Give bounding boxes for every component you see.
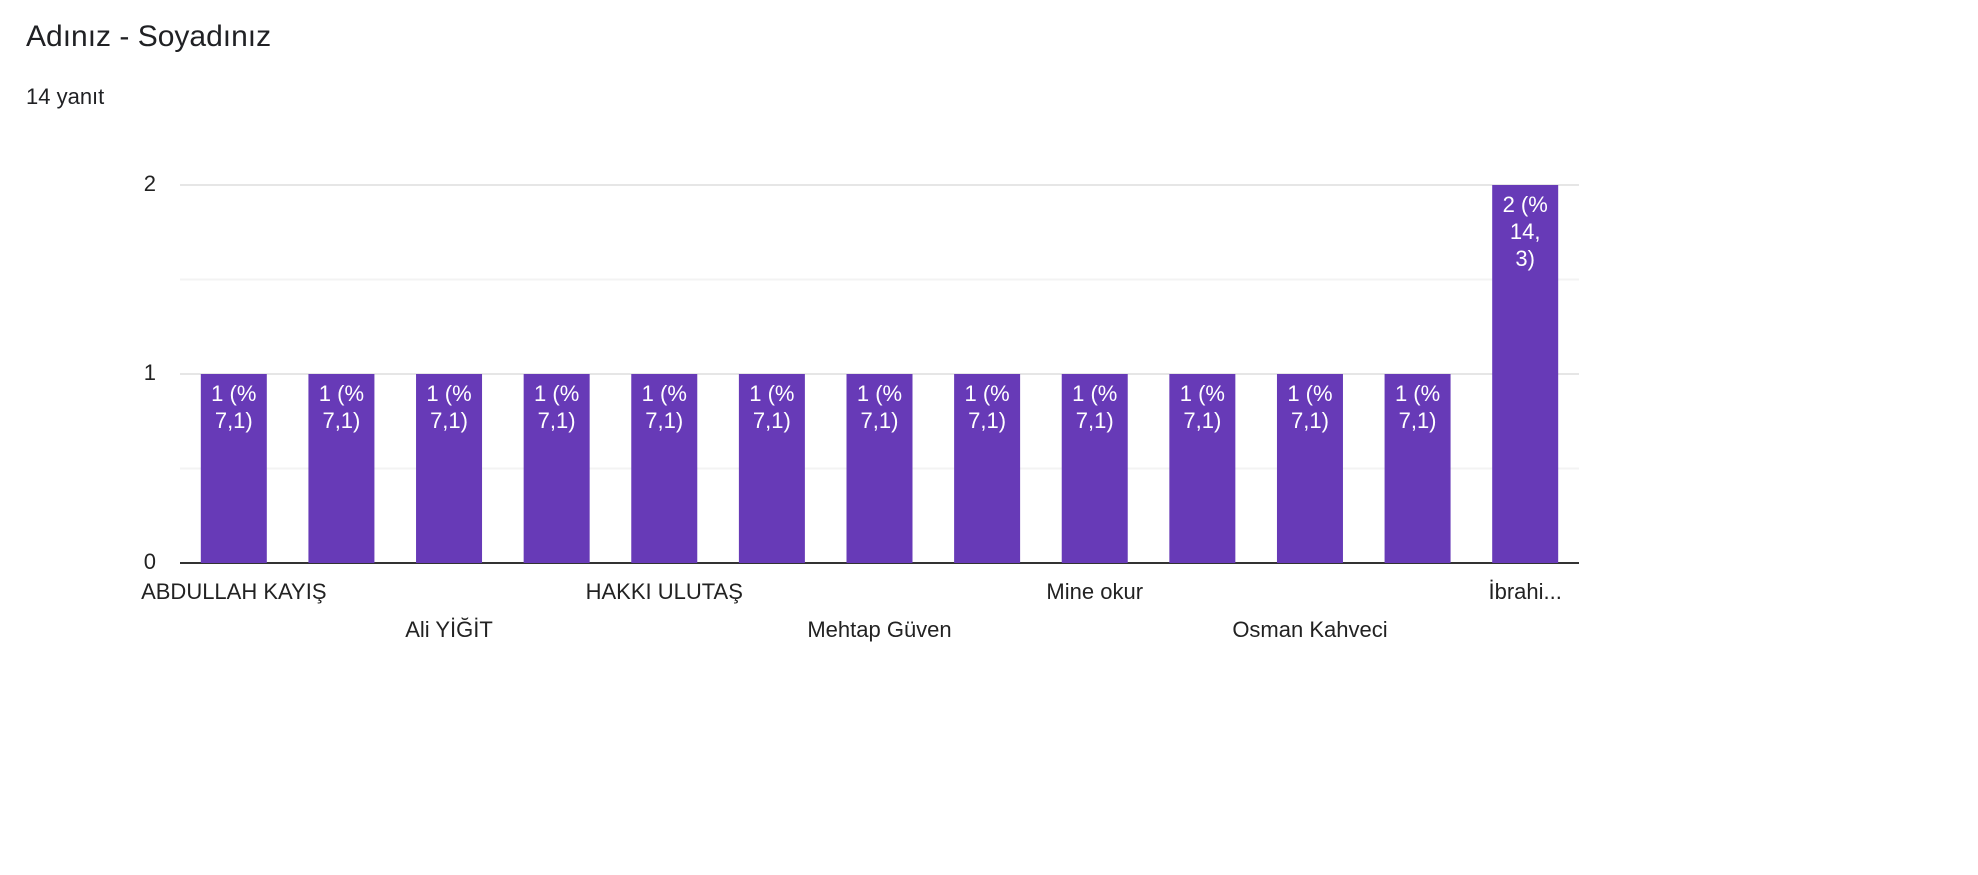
bar	[738, 374, 805, 563]
y-tick-label: 2	[144, 171, 156, 196]
bar	[954, 374, 1021, 563]
x-tick-label: HAKKI ULUTAŞ	[586, 579, 743, 604]
value-label: 1 (% 7,1)	[641, 381, 687, 433]
bar	[200, 374, 267, 563]
chart-title: Adınız - Soyadınız	[26, 20, 272, 53]
value-label: 1 (% 7,1)	[749, 381, 795, 433]
bar	[416, 374, 483, 563]
x-tick-label: Osman Kahveci	[1232, 617, 1387, 642]
value-label: 2 (% 14, 3)	[1502, 192, 1548, 271]
bar	[308, 374, 375, 563]
value-label: 1 (% 7,1)	[856, 381, 903, 433]
x-tick-label: Mehtap Güven	[807, 617, 951, 642]
value-label: 1 (% 7,1)	[1287, 381, 1333, 433]
x-tick-label: ABDULLAH KAYIŞ	[141, 579, 326, 604]
y-tick-label: 0	[144, 549, 156, 574]
bar	[1061, 374, 1128, 563]
value-label: 1 (% 7,1)	[211, 381, 257, 433]
value-label: 1 (% 7,1)	[318, 381, 365, 433]
bar	[1169, 374, 1236, 563]
bar	[523, 374, 590, 563]
value-label: 1 (% 7,1)	[1394, 381, 1441, 433]
value-label: 1 (% 7,1)	[1179, 381, 1225, 433]
x-tick-label: İbrahi...	[1489, 579, 1562, 604]
x-tick-label: Mine okur	[1046, 579, 1143, 604]
value-label: 1 (% 7,1)	[534, 381, 580, 433]
bar	[1492, 185, 1559, 563]
bar	[846, 374, 913, 563]
value-label: 1 (% 7,1)	[964, 381, 1010, 433]
bar	[1276, 374, 1343, 563]
bar	[1384, 374, 1451, 563]
response-count: 14 yanıt	[26, 84, 105, 109]
x-tick-label: Ali YİĞİT	[405, 617, 493, 642]
bar	[631, 374, 698, 563]
value-label: 1 (% 7,1)	[426, 381, 472, 433]
value-label: 1 (% 7,1)	[1072, 381, 1118, 433]
y-tick-label: 1	[144, 360, 156, 385]
